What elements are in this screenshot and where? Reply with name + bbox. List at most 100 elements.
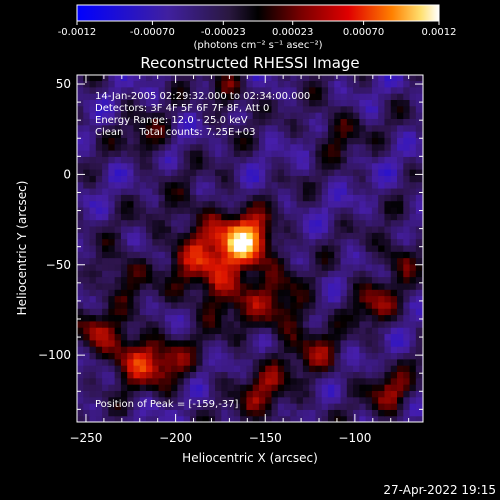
heatmap-cell (265, 257, 273, 265)
heatmap-cell (321, 225, 329, 233)
heatmap-cell (265, 346, 273, 354)
heatmap-cell (327, 244, 335, 252)
heatmap-cell (95, 137, 103, 145)
heatmap-cell (246, 238, 254, 246)
heatmap-cell (202, 390, 210, 398)
heatmap-cell (120, 295, 128, 303)
heatmap-cell (108, 314, 116, 322)
heatmap-cell (246, 358, 254, 366)
heatmap-cell (95, 257, 103, 265)
heatmap-cell (390, 112, 398, 119)
heatmap-cell (359, 339, 367, 347)
heatmap-cell (246, 390, 254, 398)
heatmap-cell (183, 156, 191, 164)
heatmap-cell (346, 93, 354, 100)
heatmap-cell (227, 320, 235, 328)
heatmap-cell (133, 251, 141, 259)
heatmap-cell (397, 137, 404, 145)
heatmap-cell (215, 162, 222, 170)
heatmap-cell (265, 263, 273, 271)
heatmap-cell (397, 295, 404, 303)
heatmap-cell (390, 270, 398, 278)
heatmap-cell (95, 118, 103, 126)
heatmap-cell (177, 225, 185, 233)
heatmap-cell (133, 289, 141, 297)
heatmap-cell (171, 251, 178, 259)
heatmap-cell (189, 99, 197, 107)
heatmap-cell (164, 384, 172, 391)
heatmap-cell (183, 276, 191, 284)
heatmap-cell (215, 194, 222, 202)
heatmap-cell (309, 187, 317, 195)
heatmap-cell (353, 308, 360, 316)
heatmap-cell (227, 295, 235, 303)
heatmap-cell (277, 219, 285, 227)
heatmap-cell (227, 333, 235, 341)
heatmap-cell (252, 308, 260, 316)
heatmap-cell (164, 181, 172, 189)
heatmap-cell (397, 358, 404, 366)
heatmap-cell (95, 99, 103, 107)
heatmap-cell (227, 251, 235, 259)
heatmap-cell (133, 181, 141, 189)
heatmap-cell (327, 137, 335, 145)
heatmap-cell (202, 75, 210, 82)
heatmap-cell (164, 112, 172, 119)
heatmap-cell (108, 320, 116, 328)
heatmap-cell (258, 415, 266, 422)
heatmap-cell (114, 377, 122, 385)
heatmap-cell (271, 124, 279, 132)
heatmap-cell (77, 384, 84, 391)
heatmap-cell (196, 175, 204, 183)
heatmap-cell (183, 308, 191, 316)
heatmap-cell (221, 112, 229, 119)
heatmap-cell (290, 213, 298, 221)
heatmap-cell (164, 308, 172, 316)
heatmap-cell (284, 137, 291, 145)
heatmap-cell (208, 93, 216, 100)
heatmap-cell (139, 238, 147, 246)
heatmap-cell (139, 384, 147, 391)
heatmap-cell (177, 333, 185, 341)
heatmap-cell (108, 403, 116, 410)
heatmap-cell (327, 415, 335, 422)
heatmap-cell (183, 415, 191, 422)
heatmap-cell (371, 80, 379, 88)
heatmap-cell (265, 124, 273, 132)
heatmap-cell (359, 301, 367, 309)
heatmap-cell (233, 403, 241, 410)
heatmap-cell (246, 225, 254, 233)
heatmap-cell (108, 187, 116, 195)
heatmap-cell (252, 187, 260, 195)
heatmap-cell (340, 112, 348, 119)
heatmap-cell (271, 93, 279, 100)
heatmap-cell (296, 415, 304, 422)
heatmap-cell (346, 403, 354, 410)
heatmap-cell (315, 162, 323, 170)
heatmap-cell (384, 80, 392, 88)
heatmap-cell (202, 415, 210, 422)
heatmap-cell (102, 339, 109, 347)
heatmap-cell (114, 238, 122, 246)
heatmap-cell (359, 365, 367, 372)
heatmap-cell (353, 156, 360, 164)
heatmap-cell (221, 365, 229, 372)
heatmap-cell (120, 118, 128, 126)
heatmap-cell (258, 206, 266, 214)
heatmap-cell (89, 289, 97, 297)
heatmap-cell (114, 263, 122, 271)
heatmap-cell (139, 175, 147, 183)
heatmap-cell (258, 365, 266, 372)
heatmap-cell (340, 225, 348, 233)
heatmap-cell (127, 238, 135, 246)
heatmap-cell (139, 168, 147, 176)
heatmap-cell (127, 143, 135, 151)
heatmap-cell (359, 289, 367, 297)
heatmap-cell (296, 86, 304, 94)
heatmap-cell (334, 187, 342, 195)
heatmap-cell (221, 276, 229, 284)
heatmap-cell (89, 390, 97, 398)
heatmap-cell (353, 289, 360, 297)
heatmap-cell (302, 409, 310, 417)
heatmap-cell (158, 150, 166, 157)
